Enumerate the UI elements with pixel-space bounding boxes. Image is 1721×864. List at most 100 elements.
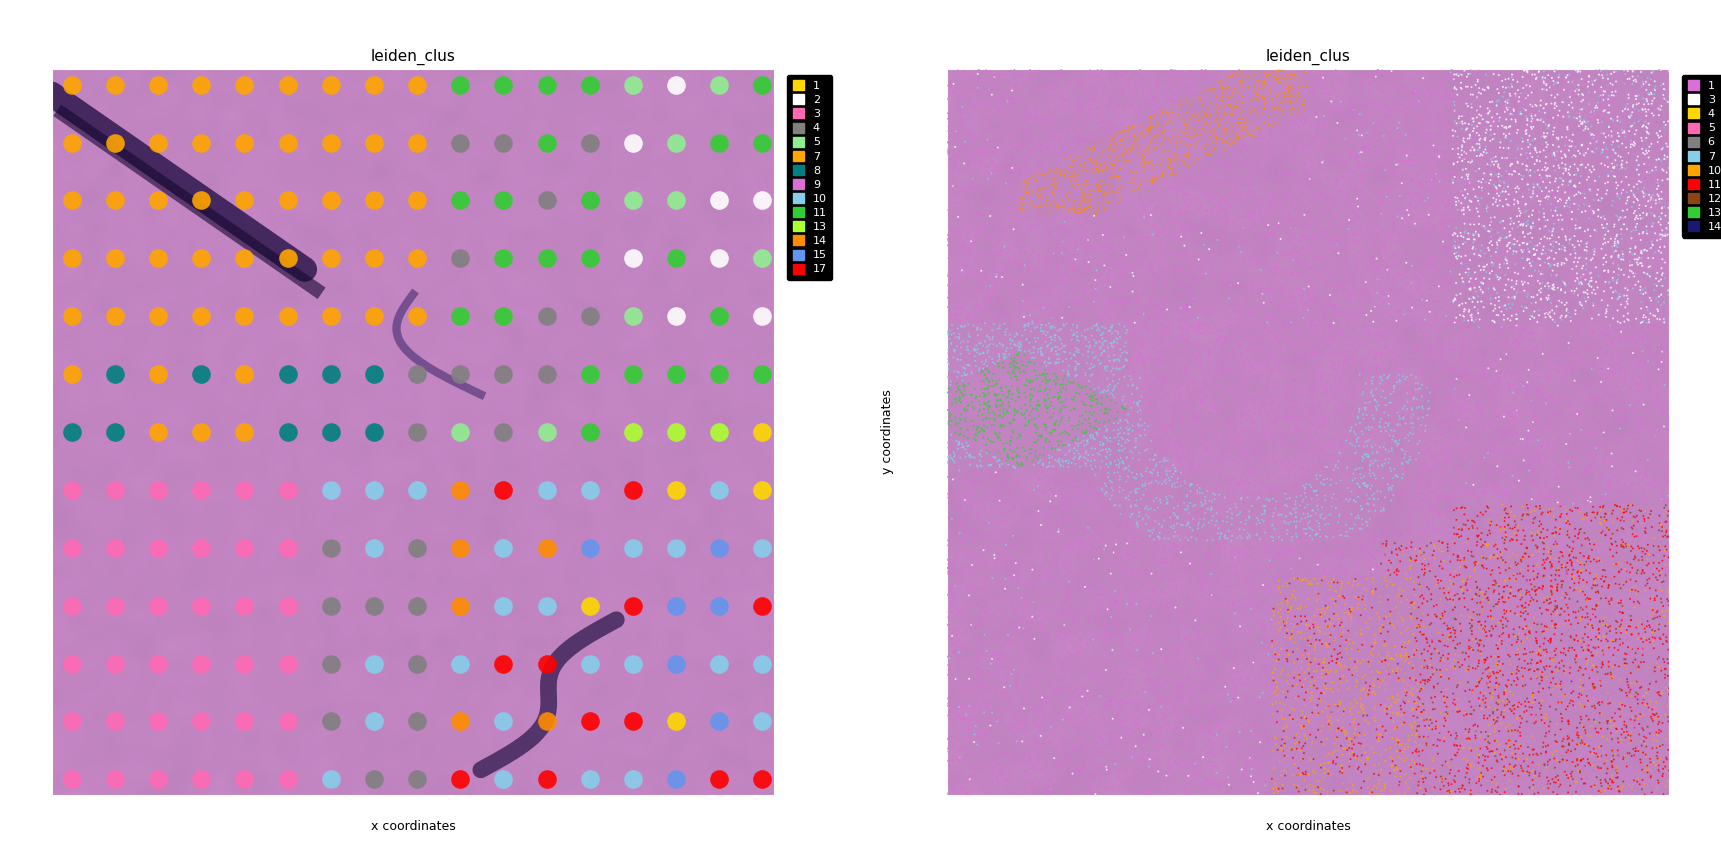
Point (1083, 335, 1110, 349)
Point (1618, 627, 1645, 641)
Point (1384, 166, 1411, 180)
Point (1539, 653, 1566, 667)
Point (943, 702, 971, 716)
Point (1021, 670, 1048, 683)
Point (1427, 634, 1454, 648)
Point (1050, 454, 1077, 468)
Point (1645, 62, 1673, 76)
Point (1019, 619, 1046, 633)
Point (1428, 476, 1456, 490)
Point (1072, 330, 1100, 344)
Point (1093, 617, 1120, 631)
Point (1568, 262, 1595, 276)
Point (1162, 638, 1189, 651)
Point (1062, 307, 1089, 321)
Point (1470, 172, 1497, 186)
Point (1308, 135, 1335, 149)
Point (1353, 687, 1380, 701)
Point (1564, 554, 1592, 568)
Point (1002, 449, 1029, 463)
Point (1150, 379, 1177, 393)
Point (1652, 226, 1680, 240)
Point (1064, 443, 1091, 457)
Point (953, 546, 981, 560)
Point (1131, 567, 1158, 581)
Point (1358, 531, 1385, 545)
Point (1475, 513, 1502, 527)
Point (1545, 755, 1573, 769)
Point (1365, 694, 1392, 708)
Point (1614, 110, 1642, 124)
Point (1311, 410, 1339, 423)
Point (1592, 507, 1619, 521)
Point (1480, 442, 1508, 455)
Point (1652, 499, 1680, 512)
Point (1017, 622, 1045, 636)
Point (1046, 415, 1074, 429)
Point (953, 699, 981, 713)
Point (1496, 384, 1523, 398)
Point (1096, 435, 1124, 448)
Point (979, 486, 1007, 499)
Point (1294, 350, 1322, 364)
Point (1590, 410, 1618, 423)
Point (1117, 728, 1144, 742)
Point (1232, 409, 1260, 422)
Point (1163, 499, 1191, 512)
Point (1201, 663, 1229, 677)
Point (1604, 782, 1632, 796)
Point (1010, 293, 1038, 307)
Point (1496, 346, 1523, 359)
Point (1434, 785, 1461, 799)
Point (1552, 279, 1580, 293)
Point (1126, 696, 1153, 710)
Point (1563, 458, 1590, 472)
Point (1397, 319, 1425, 333)
Point (1625, 542, 1652, 556)
Point (1389, 781, 1416, 795)
Point (953, 499, 981, 512)
Point (1630, 698, 1657, 712)
Point (1301, 382, 1329, 396)
Point (1523, 633, 1551, 647)
Point (1182, 688, 1210, 702)
Point (969, 655, 996, 669)
Point (1645, 346, 1673, 360)
Point (1153, 465, 1181, 479)
Point (1645, 717, 1673, 731)
Point (1370, 368, 1397, 382)
Point (1208, 340, 1236, 353)
Point (1545, 485, 1573, 499)
Point (1358, 524, 1385, 538)
Point (1418, 314, 1446, 327)
Point (1399, 658, 1427, 672)
Point (1084, 779, 1112, 793)
Point (1432, 734, 1459, 747)
Point (1449, 254, 1477, 268)
Point (1447, 349, 1475, 363)
Point (1442, 140, 1470, 154)
Point (1532, 619, 1559, 633)
Point (1279, 407, 1306, 421)
Point (1272, 403, 1299, 417)
Point (988, 575, 1015, 588)
Point (1576, 462, 1604, 476)
Point (1625, 478, 1652, 492)
Point (1451, 501, 1478, 515)
Point (1144, 245, 1172, 258)
Point (981, 274, 1009, 288)
Point (1594, 492, 1621, 505)
Point (1070, 578, 1098, 592)
Point (1354, 328, 1382, 342)
Point (1182, 517, 1210, 530)
Point (1122, 146, 1150, 160)
Point (1074, 721, 1101, 734)
Point (1029, 301, 1057, 314)
Point (1504, 326, 1532, 340)
Point (964, 724, 991, 738)
Point (1590, 232, 1618, 245)
Point (1322, 631, 1349, 645)
Point (938, 638, 965, 651)
Point (1430, 153, 1458, 167)
Point (940, 179, 967, 193)
